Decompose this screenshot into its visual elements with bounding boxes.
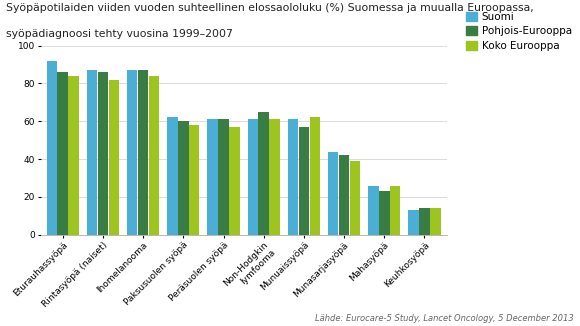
- Bar: [299, 127, 309, 235]
- Bar: [368, 185, 379, 235]
- Bar: [108, 80, 119, 235]
- Bar: [259, 112, 269, 235]
- Text: Lähde: Eurocare-5 Study, Lancet Oncology, 5 December 2013: Lähde: Eurocare-5 Study, Lancet Oncology…: [316, 314, 574, 323]
- Bar: [208, 119, 218, 235]
- Bar: [430, 208, 441, 235]
- Bar: [288, 119, 298, 235]
- Bar: [68, 76, 79, 235]
- Bar: [408, 210, 419, 235]
- Bar: [379, 191, 390, 235]
- Bar: [310, 117, 320, 235]
- Bar: [229, 127, 240, 235]
- Legend: Suomi, Pohjois-Eurooppa, Koko Eurooppa: Suomi, Pohjois-Eurooppa, Koko Eurooppa: [466, 12, 572, 51]
- Text: syöpädiagnoosi tehty vuosina 1999–2007: syöpädiagnoosi tehty vuosina 1999–2007: [6, 29, 233, 39]
- Bar: [46, 61, 57, 235]
- Bar: [97, 72, 108, 235]
- Bar: [167, 117, 177, 235]
- Bar: [87, 70, 97, 235]
- Bar: [350, 161, 360, 235]
- Bar: [138, 70, 148, 235]
- Bar: [339, 155, 349, 235]
- Bar: [218, 119, 229, 235]
- Bar: [189, 125, 200, 235]
- Bar: [390, 185, 400, 235]
- Text: Syöpäpotilaiden viiden vuoden suhteellinen elossaololuku (%) Suomessa ja muualla: Syöpäpotilaiden viiden vuoden suhteellin…: [6, 3, 534, 13]
- Bar: [57, 72, 68, 235]
- Bar: [328, 152, 339, 235]
- Bar: [419, 208, 430, 235]
- Bar: [127, 70, 137, 235]
- Bar: [269, 119, 280, 235]
- Bar: [148, 76, 159, 235]
- Bar: [178, 121, 188, 235]
- Bar: [248, 119, 258, 235]
